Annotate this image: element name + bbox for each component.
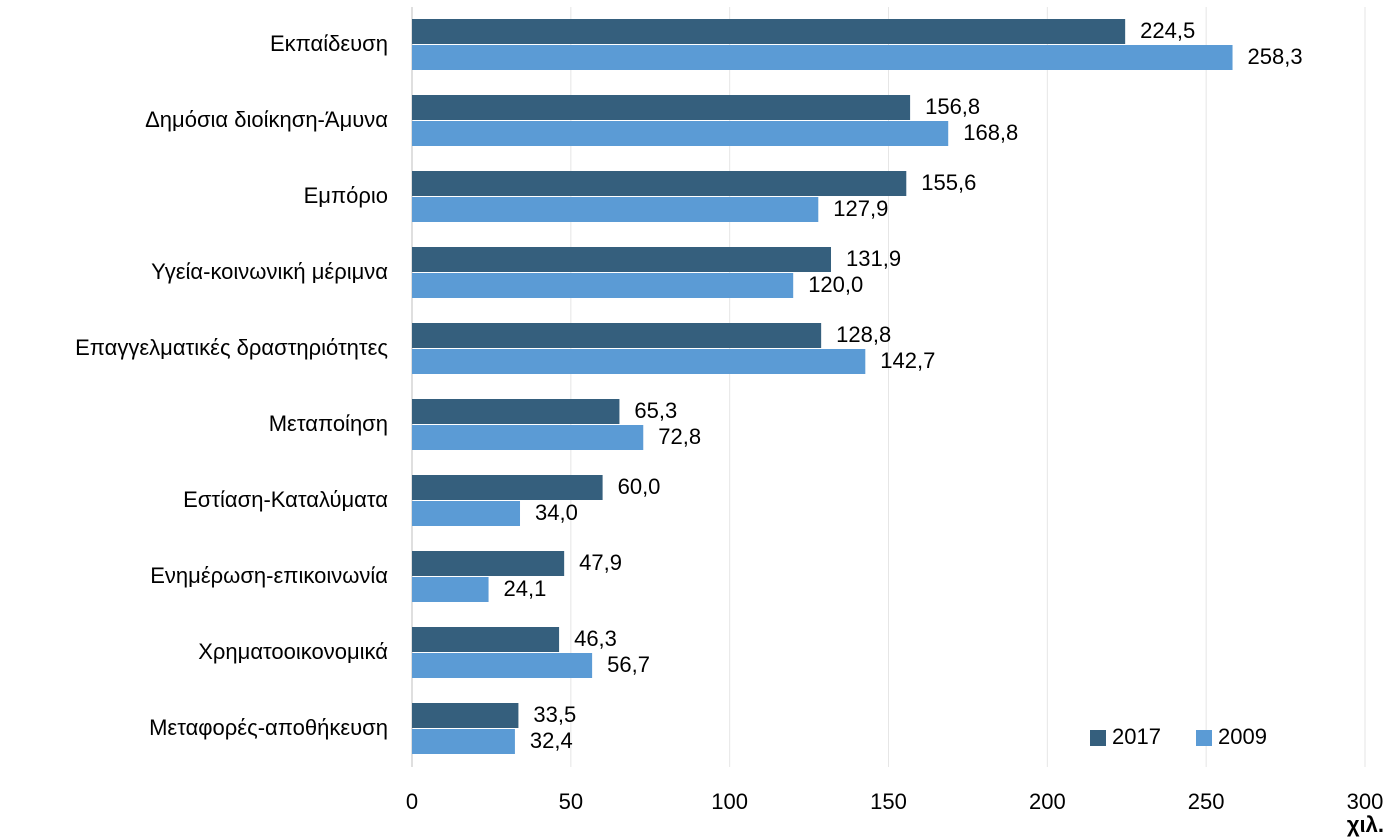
bar (412, 121, 949, 146)
data-label: 72,8 (658, 424, 701, 449)
bar (412, 19, 1126, 44)
bar (412, 475, 603, 500)
y-tick-label: Επαγγελματικές δραστηριότητες (75, 335, 388, 360)
data-label: 47,9 (579, 550, 622, 575)
bar (412, 501, 521, 526)
data-label: 34,0 (535, 500, 578, 525)
legend-label: 2009 (1218, 724, 1267, 749)
x-tick-label: 250 (1188, 789, 1225, 814)
bar (412, 577, 489, 602)
y-tick-label: Εμπόριο (304, 183, 388, 208)
y-tick-label: Μεταποίηση (269, 411, 388, 436)
bar (412, 653, 593, 678)
data-label: 32,4 (530, 728, 573, 753)
legend-swatch (1090, 730, 1106, 746)
bar (412, 45, 1233, 70)
x-tick-label: 200 (1029, 789, 1066, 814)
data-label: 258,3 (1248, 44, 1303, 69)
x-tick-label: 0 (406, 789, 418, 814)
x-tick-label: 300 (1347, 789, 1384, 814)
y-tick-label: Εστίαση-Καταλύματα (183, 487, 388, 512)
bar (412, 627, 560, 652)
data-label: 56,7 (607, 652, 650, 677)
data-label: 46,3 (574, 626, 617, 651)
data-label: 60,0 (618, 474, 661, 499)
data-label: 155,6 (921, 170, 976, 195)
data-label: 65,3 (634, 398, 677, 423)
bar (412, 729, 515, 754)
data-label: 131,9 (846, 246, 901, 271)
y-tick-label: Μεταφορές-αποθήκευση (149, 715, 388, 740)
y-tick-label: Εκπαίδευση (270, 31, 388, 56)
bar (412, 425, 644, 450)
data-label: 120,0 (808, 272, 863, 297)
data-label: 224,5 (1140, 18, 1195, 43)
data-label: 24,1 (504, 576, 547, 601)
bar (412, 171, 907, 196)
x-tick-label: 50 (559, 789, 583, 814)
y-tick-label: Υγεία-κοινωνική μέριμνα (151, 259, 388, 284)
data-label: 127,9 (833, 196, 888, 221)
data-label: 128,8 (836, 322, 891, 347)
bar (412, 703, 519, 728)
legend-label: 2017 (1112, 724, 1161, 749)
data-label: 156,8 (925, 94, 980, 119)
bar (412, 247, 832, 272)
data-label: 33,5 (533, 702, 576, 727)
y-tick-label: Χρηματοοικονομικά (198, 639, 388, 664)
bar (412, 273, 794, 298)
bar (412, 349, 866, 374)
x-tick-label: 100 (711, 789, 748, 814)
x-axis-label: χιλ. (1347, 812, 1384, 837)
bar (412, 323, 822, 348)
bar (412, 551, 565, 576)
y-tick-label: Ενημέρωση-επικοινωνία (150, 563, 388, 588)
data-label: 168,8 (963, 120, 1018, 145)
bar (412, 197, 819, 222)
x-tick-label: 150 (870, 789, 907, 814)
bar (412, 95, 911, 120)
bar (412, 399, 620, 424)
data-label: 142,7 (880, 348, 935, 373)
y-tick-label: Δημόσια διοίκηση-Άμυνα (145, 107, 388, 132)
legend-swatch (1196, 730, 1212, 746)
